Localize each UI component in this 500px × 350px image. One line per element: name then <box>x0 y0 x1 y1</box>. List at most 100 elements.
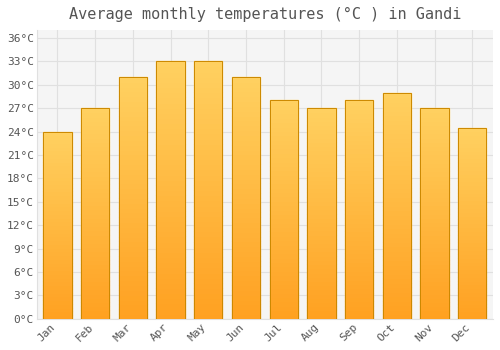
Bar <box>270 223 298 227</box>
Bar <box>44 233 72 237</box>
Bar <box>308 281 336 285</box>
Bar <box>81 306 110 310</box>
Bar <box>118 169 147 174</box>
Bar <box>382 237 411 242</box>
Bar <box>345 240 374 245</box>
Bar <box>81 121 110 125</box>
Bar <box>420 281 448 285</box>
Bar <box>458 185 486 189</box>
Bar <box>345 262 374 266</box>
Bar <box>270 288 298 293</box>
Bar <box>345 144 374 148</box>
Bar <box>420 285 448 289</box>
Bar <box>458 250 486 254</box>
Bar <box>232 86 260 91</box>
Bar <box>382 106 411 111</box>
Bar <box>156 298 184 303</box>
Bar <box>345 157 374 161</box>
Bar <box>382 233 411 237</box>
Bar <box>458 231 486 235</box>
Bar <box>270 196 298 201</box>
Bar <box>81 209 110 214</box>
Bar <box>308 230 336 235</box>
Bar <box>232 208 260 212</box>
Bar <box>118 295 147 300</box>
Bar <box>44 278 72 281</box>
Bar <box>308 285 336 289</box>
Bar <box>420 167 448 172</box>
Bar <box>420 226 448 230</box>
Bar <box>81 150 110 154</box>
Bar <box>194 87 222 92</box>
Bar <box>194 211 222 216</box>
Bar <box>44 173 72 176</box>
Bar <box>118 149 147 154</box>
Bar <box>458 166 486 170</box>
Bar <box>81 268 110 273</box>
Bar <box>232 164 260 169</box>
Bar <box>270 205 298 210</box>
Bar <box>81 260 110 264</box>
Bar <box>458 223 486 227</box>
Bar <box>118 246 147 251</box>
Bar <box>420 125 448 129</box>
Bar <box>270 271 298 275</box>
Bar <box>308 138 336 142</box>
Bar <box>382 169 411 174</box>
Bar <box>270 245 298 249</box>
Bar <box>44 300 72 304</box>
Bar <box>308 268 336 273</box>
Bar <box>194 82 222 87</box>
Bar <box>420 277 448 281</box>
Bar <box>118 164 147 169</box>
Bar <box>156 82 184 87</box>
Bar <box>382 111 411 115</box>
Bar <box>382 97 411 101</box>
Bar <box>345 315 374 319</box>
Bar <box>382 206 411 210</box>
Bar <box>308 256 336 260</box>
Bar <box>44 206 72 210</box>
Bar <box>308 201 336 205</box>
Bar <box>194 309 222 314</box>
Bar <box>458 196 486 200</box>
Bar <box>270 144 298 148</box>
Bar <box>232 135 260 140</box>
Bar <box>458 208 486 212</box>
Bar <box>458 258 486 261</box>
Bar <box>156 262 184 267</box>
Bar <box>44 139 72 143</box>
Bar <box>232 154 260 159</box>
Bar <box>345 105 374 109</box>
Bar <box>382 314 411 319</box>
Bar <box>81 239 110 243</box>
Bar <box>44 296 72 300</box>
Bar <box>194 66 222 72</box>
Bar <box>345 218 374 223</box>
Bar <box>270 100 298 319</box>
Bar <box>270 201 298 205</box>
Bar <box>382 301 411 305</box>
Bar <box>420 163 448 167</box>
Bar <box>44 143 72 147</box>
Bar <box>345 140 374 144</box>
Bar <box>420 108 448 112</box>
Bar <box>270 293 298 297</box>
Bar <box>118 271 147 275</box>
Bar <box>156 221 184 226</box>
Bar <box>345 179 374 183</box>
Bar <box>232 111 260 116</box>
Bar <box>81 251 110 256</box>
Bar <box>308 112 336 117</box>
Bar <box>420 197 448 201</box>
Bar <box>118 309 147 314</box>
Bar <box>270 218 298 223</box>
Bar <box>345 131 374 135</box>
Bar <box>382 147 411 151</box>
Bar <box>420 129 448 133</box>
Bar <box>420 142 448 146</box>
Bar <box>420 117 448 121</box>
Bar <box>156 231 184 237</box>
Bar <box>44 199 72 203</box>
Bar <box>420 222 448 226</box>
